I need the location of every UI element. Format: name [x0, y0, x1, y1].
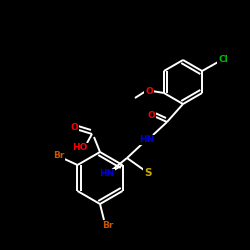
- Text: Br: Br: [102, 222, 114, 230]
- Text: HN: HN: [100, 170, 114, 178]
- Text: Cl: Cl: [218, 56, 228, 64]
- Text: S: S: [144, 168, 152, 178]
- Text: O: O: [145, 86, 153, 96]
- Text: O: O: [147, 110, 155, 120]
- Text: HN: HN: [140, 136, 154, 144]
- Text: HO: HO: [72, 144, 88, 152]
- Text: O: O: [70, 124, 78, 132]
- Text: Br: Br: [53, 152, 64, 160]
